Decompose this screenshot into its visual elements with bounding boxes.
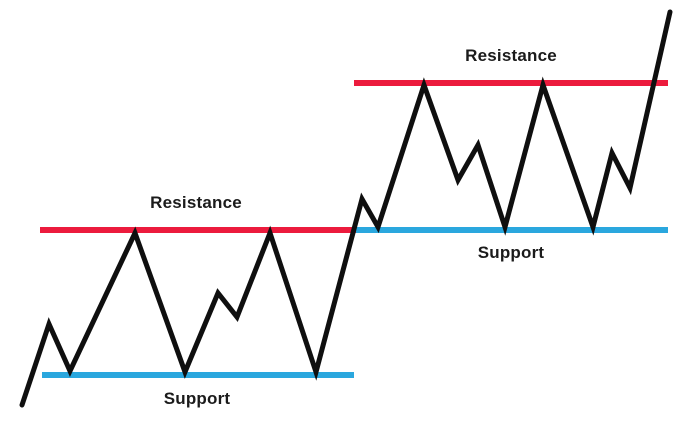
resistance-label-left: Resistance — [150, 193, 242, 212]
support-label-right: Support — [477, 243, 545, 262]
support-label-left: Support — [163, 389, 231, 408]
resistance-label-right: Resistance — [465, 46, 557, 65]
price-line — [19, 9, 673, 408]
